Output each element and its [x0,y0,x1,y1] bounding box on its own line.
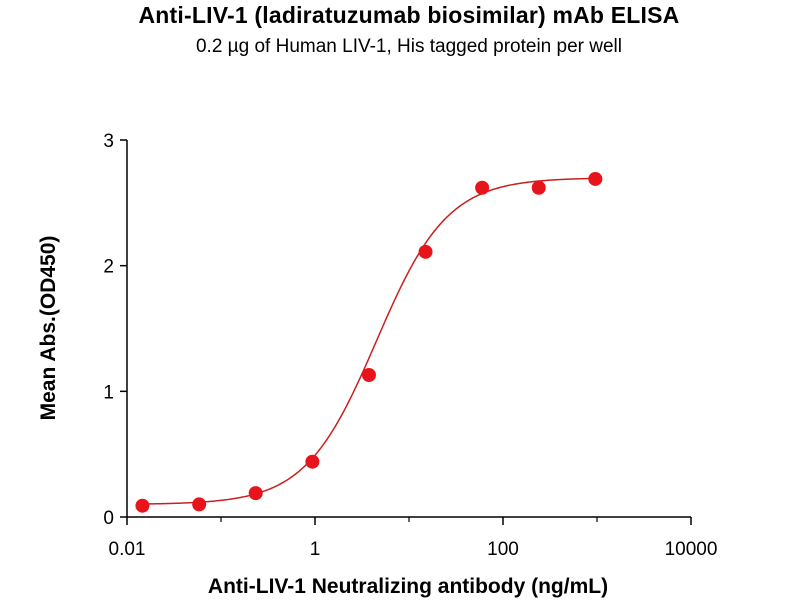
data-point [248,486,263,501]
x-tick-label: 10000 [665,539,718,560]
axes-group: 0 1 2 3 0.01 1 100 10000 [103,131,717,560]
data-point [588,171,603,186]
y-tick-label: 3 [103,131,114,152]
data-point [192,497,207,512]
y-tick-label: 0 [103,508,114,529]
y-tick-label: 1 [103,382,114,403]
fit-curve [142,177,596,505]
y-axis-title: Mean Abs.(OD450) [37,236,60,421]
chart-subtitle: 0.2 µg of Human LIV-1, His tagged protei… [195,36,622,57]
data-point [475,180,490,195]
data-point [305,454,320,469]
x-tick-label: 0.01 [109,539,146,560]
chart-title: Anti-LIV-1 (ladiratuzumab biosimilar) mA… [138,2,680,28]
data-point [531,180,546,195]
x-tick-label: 1 [310,539,321,560]
data-point [361,367,376,382]
x-axis-title: Anti-LIV-1 Neutralizing antibody (ng/mL) [208,575,608,598]
data-point [135,498,150,513]
data-points [135,171,603,513]
x-tick-label: 100 [487,539,519,560]
y-tick-label: 2 [103,257,114,278]
data-point [418,244,433,259]
